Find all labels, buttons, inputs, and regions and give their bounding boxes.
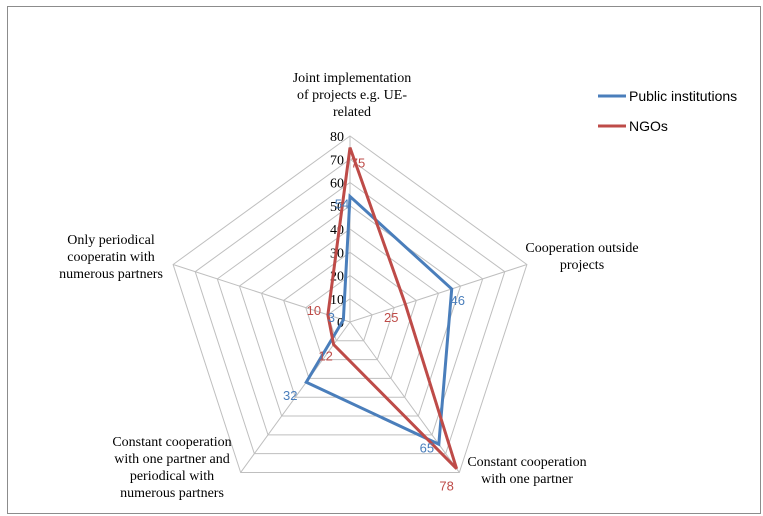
- data-label: 75: [351, 156, 365, 171]
- category-label: Constant cooperation with one partner: [467, 455, 586, 487]
- category-label-line: related: [333, 105, 371, 120]
- category-label: Constant cooperation with one partner and…: [112, 435, 231, 501]
- category-label: Only periodical cooperatin with numerous p…: [59, 233, 163, 282]
- category-label-line: Only periodical: [67, 233, 155, 248]
- category-label-line: numerous partners: [59, 267, 163, 282]
- data-label: 25: [384, 310, 398, 325]
- data-label: 46: [450, 293, 464, 308]
- grid-ring: [283, 251, 417, 379]
- category-label-line: projects: [560, 258, 604, 273]
- category-label-line: Joint implementation: [293, 71, 412, 86]
- chart-frame: [7, 6, 761, 514]
- series: [304, 147, 459, 470]
- grid-ring: [172, 135, 528, 473]
- radial-tick-label: 60: [330, 177, 344, 192]
- grid-spoke: [240, 321, 351, 473]
- series-line-public-institutions: [304, 193, 454, 447]
- radial-tick-label: 70: [330, 153, 344, 168]
- grid-spoke: [172, 264, 351, 323]
- category-label: Cooperation outside projects: [525, 241, 638, 273]
- grid-ring: [327, 298, 373, 342]
- grid-ring: [216, 181, 484, 436]
- category-labels: Joint implementation of projects e.g. UE-…: [59, 71, 638, 501]
- radial-tick-label: 10: [330, 293, 344, 308]
- data-label: 12: [318, 349, 332, 364]
- grid-ring: [260, 228, 440, 398]
- data-labels: 54 46 65 32 3 75 25 78 12 10: [283, 156, 465, 494]
- category-label: Joint implementation of projects e.g. UE-…: [293, 71, 412, 120]
- data-label: 3: [328, 310, 335, 325]
- series-line-ngos: [326, 147, 459, 470]
- category-label-line: with one partner and: [114, 452, 229, 467]
- category-label-line: numerous partners: [120, 486, 224, 501]
- grid-ring: [238, 205, 462, 417]
- legend: Public institutions NGOs: [598, 88, 737, 134]
- category-label-line: periodical with: [130, 469, 214, 484]
- category-label-line: cooperatin with: [67, 250, 154, 265]
- grid-spoke: [349, 321, 460, 473]
- data-label: 10: [307, 303, 321, 318]
- legend-label: NGOs: [629, 118, 668, 134]
- category-label-line: Cooperation outside: [525, 241, 638, 256]
- data-label: 65: [420, 440, 434, 455]
- category-label-line: Constant cooperation: [112, 435, 231, 450]
- grid: [172, 135, 528, 473]
- grid-spoke: [349, 264, 528, 323]
- radial-tick-label: 80: [330, 130, 344, 145]
- category-label-line: of projects e.g. UE-: [297, 88, 407, 103]
- data-label: 32: [283, 388, 297, 403]
- category-label-line: with one partner: [481, 472, 573, 487]
- data-label: 78: [439, 479, 453, 494]
- legend-label: Public institutions: [629, 88, 737, 104]
- grid-ring: [194, 158, 506, 455]
- data-label: 54: [335, 196, 349, 211]
- category-label-line: Constant cooperation: [467, 455, 586, 470]
